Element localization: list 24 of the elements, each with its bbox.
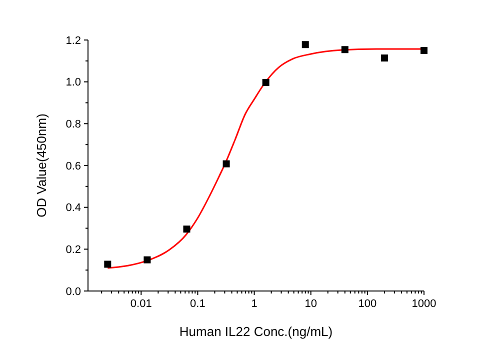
x-tick-label: 1 <box>251 298 258 310</box>
y-tick-label: 1.2 <box>66 34 81 47</box>
point <box>262 78 270 86</box>
point <box>420 46 428 54</box>
point <box>183 226 190 233</box>
x-axis-title: Human IL22 Conc.(ng/mL) <box>179 324 333 339</box>
point <box>144 256 151 264</box>
y-tick-label: 0.6 <box>66 160 81 172</box>
y-axis-title: OD Value(450nm) <box>34 114 49 218</box>
x-tick-label: 0.01 <box>130 298 152 310</box>
y-tick-label: 0.0 <box>66 286 81 298</box>
x-tick-label: 0.1 <box>190 298 206 310</box>
point <box>341 46 348 54</box>
x-tick-label: 10 <box>304 298 317 310</box>
point <box>302 41 309 48</box>
point <box>380 54 388 62</box>
point <box>222 160 230 168</box>
x-tick-label: 100 <box>358 298 377 310</box>
y-tick-label: 0.2 <box>66 244 81 256</box>
y-tick-label: 0.4 <box>66 202 81 214</box>
x-tick-label: 1000 <box>412 298 436 310</box>
y-tick-label: 1.0 <box>66 76 81 89</box>
point <box>104 260 112 268</box>
y-tick-label: 0.8 <box>66 118 81 131</box>
